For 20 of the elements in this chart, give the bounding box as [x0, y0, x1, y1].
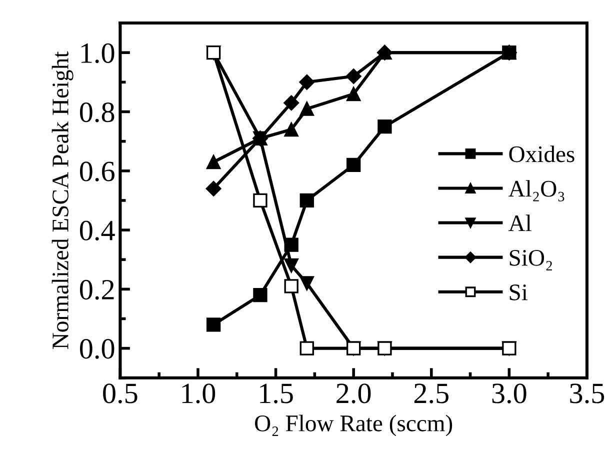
y-tick-label: 0.6: [80, 162, 114, 182]
y-tick-label: 0.4: [80, 220, 115, 241]
x-tick-label: 0.5: [103, 384, 138, 404]
legend-label: Al₂O₃: [508, 180, 564, 202]
y-tick-label: 1.0: [81, 43, 114, 64]
y-tick-label: 0.0: [80, 339, 114, 359]
x-tick-label: 3.5: [570, 384, 604, 404]
legend-label: SiO₂: [510, 250, 552, 270]
x-axis-title: O₂ Flow Rate (sccm): [255, 414, 452, 436]
x-tick-label: 2.5: [414, 384, 448, 404]
legend-label: Al: [508, 214, 532, 232]
y-tick-label: 0.8: [80, 102, 114, 122]
x-tick-label: 1.5: [260, 384, 293, 404]
x-tick-label: 2.0: [336, 384, 371, 404]
y-tick-label: 0.2: [80, 280, 114, 300]
y-axis-title: Normalized ESCA Peak Height: [52, 51, 74, 349]
legend-label: Oxides: [509, 146, 574, 162]
legend-label: Si: [510, 284, 528, 300]
x-tick-label: 1.0: [182, 384, 216, 404]
x-tick-label: 3.0: [492, 384, 526, 404]
